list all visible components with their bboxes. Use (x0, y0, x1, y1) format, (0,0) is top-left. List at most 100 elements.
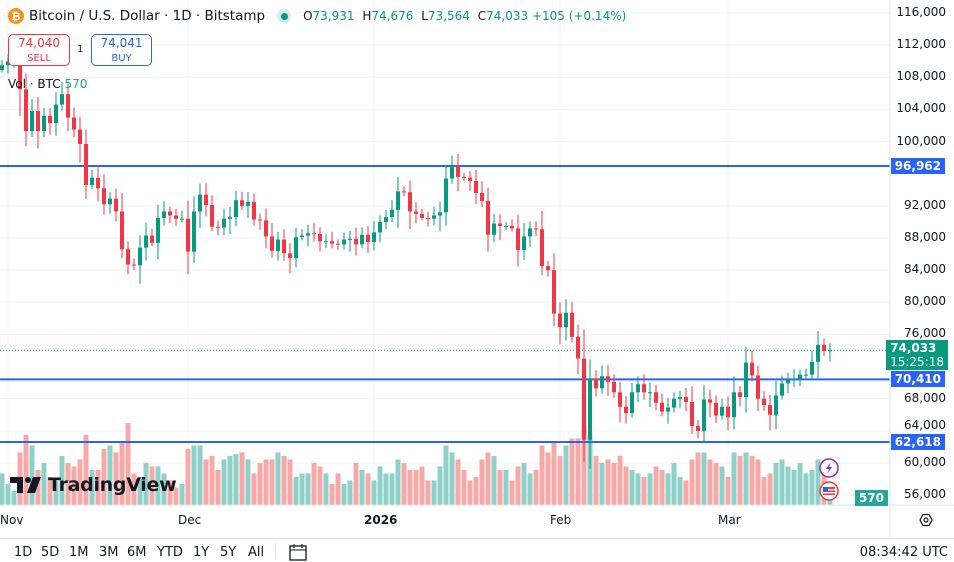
volume-bar (689, 459, 695, 505)
candle-body (654, 392, 658, 403)
volume-bar (473, 476, 479, 505)
volume-bar (455, 459, 461, 505)
candle-body (390, 209, 394, 218)
volume-bar (815, 459, 821, 505)
candle-body (498, 223, 502, 226)
candle-body (648, 392, 652, 394)
volume-bar (389, 473, 395, 505)
range-button-5d[interactable]: 5D (41, 545, 60, 560)
range-button-all[interactable]: All (248, 545, 265, 560)
volume-bar (779, 459, 785, 505)
candle-body (24, 89, 28, 132)
high-value: 74,676 (371, 9, 414, 23)
range-button-ytd[interactable]: YTD (157, 545, 183, 560)
range-button-1d[interactable]: 1D (14, 545, 33, 560)
volume-bar (275, 452, 281, 505)
volume-bar (557, 455, 563, 505)
volume-bar (419, 466, 425, 505)
candle-body (294, 237, 298, 259)
candle-body (462, 176, 466, 178)
candle-body (696, 426, 700, 431)
range-button-1y[interactable]: 1Y (193, 545, 210, 560)
candle-body (780, 383, 784, 396)
close-label: C (477, 9, 487, 23)
range-button-6m[interactable]: 6M (127, 545, 147, 560)
volume-bar (695, 452, 701, 505)
volume-bar (101, 448, 107, 505)
candle-body (324, 241, 328, 243)
candle-body (18, 57, 22, 90)
candle-body (792, 378, 796, 381)
volume-bar (785, 466, 791, 505)
level-price-tag: 70,410 (890, 371, 945, 388)
candle-body (372, 232, 376, 243)
volume-legend[interactable]: Vol · BTC 570 (8, 77, 87, 91)
volume-bar (569, 438, 575, 505)
price-tick: 112,000 (896, 37, 946, 52)
buy-button[interactable]: 74,041 BUY (91, 34, 152, 66)
volume-bar (551, 441, 557, 505)
candle-body (582, 358, 586, 440)
lightning-icon[interactable] (819, 458, 839, 478)
horizontal-lines[interactable] (0, 164, 890, 443)
symbol-title[interactable]: Bitcoin / U.S. Dollar · 1D · Bitstamp (29, 8, 266, 24)
candle-body (432, 215, 436, 219)
price-tick: 56,000 (904, 487, 946, 502)
us-flag-icon[interactable] (819, 481, 839, 501)
volume-bar (35, 469, 41, 505)
volume-bar (635, 473, 641, 505)
volume-bar (719, 466, 725, 505)
candle-body (228, 217, 232, 219)
volume-bar (77, 459, 83, 505)
candle-body (660, 402, 664, 412)
volume-bar (443, 445, 449, 505)
symbol-legend[interactable]: ₿ Bitcoin / U.S. Dollar · 1D · Bitstamp … (8, 8, 626, 24)
tradingview-logo[interactable]: TradingView (10, 474, 177, 496)
candle-body (606, 376, 610, 382)
volume-bar (791, 469, 797, 505)
candle-body (318, 233, 322, 242)
spread: 1 (77, 44, 84, 55)
sell-button[interactable]: 74,040 SELL (8, 34, 70, 66)
candle-body (426, 217, 430, 219)
range-button-3m[interactable]: 3M (99, 545, 119, 560)
settings-icon[interactable] (919, 513, 933, 527)
candle-body (480, 193, 484, 202)
level-price-tag: 62,618 (890, 433, 945, 450)
volume-bar (683, 480, 689, 505)
price-chart[interactable] (0, 0, 954, 538)
candle-body (258, 219, 262, 221)
candle-body (438, 212, 442, 216)
volume-bar (653, 466, 659, 505)
range-button-5y[interactable]: 5Y (220, 545, 237, 560)
low-label: L (421, 9, 428, 23)
range-button-1m[interactable]: 1M (69, 545, 89, 560)
candle-body (348, 238, 352, 240)
volume-bar (599, 462, 605, 505)
volume-bars (0, 423, 833, 505)
candle-body (690, 401, 694, 427)
clock[interactable]: 08:34:42 UTC (859, 545, 948, 560)
volume-bar (545, 452, 551, 505)
price-tick: 108,000 (896, 69, 946, 84)
price-tick: 104,000 (896, 101, 946, 116)
price-tick: 68,000 (904, 390, 946, 405)
candle-body (270, 236, 274, 251)
time-tick: Feb (550, 513, 572, 527)
volume-bar (173, 487, 179, 505)
candle-body (558, 313, 562, 328)
candle-body (468, 177, 472, 181)
candle-body (36, 111, 40, 132)
date-range-icon[interactable] (288, 543, 308, 561)
volume-bar (107, 445, 113, 505)
candle-body (138, 247, 142, 266)
volume-bar (503, 469, 509, 505)
volume-bar (809, 469, 815, 505)
volume-bar (227, 455, 233, 505)
volume-bar (353, 462, 359, 505)
volume-bar (125, 423, 131, 505)
candle-body (282, 239, 286, 254)
candle-body (180, 218, 184, 220)
volume-bar (281, 455, 287, 505)
price-tick: 60,000 (904, 455, 946, 469)
